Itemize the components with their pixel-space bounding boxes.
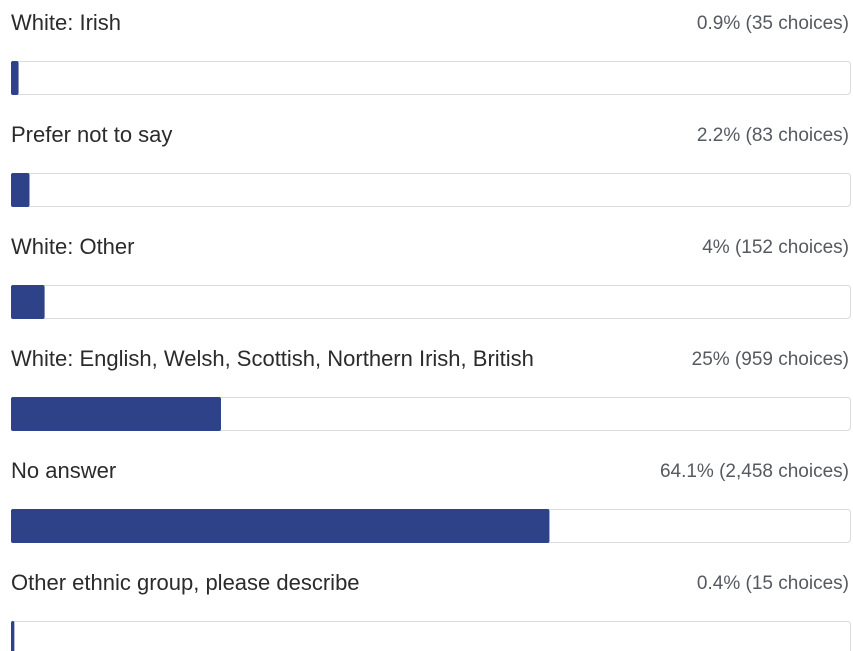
bar bbox=[11, 173, 30, 207]
bar bbox=[11, 621, 15, 651]
option-label: White: English, Welsh, Scottish, Norther… bbox=[11, 346, 534, 371]
bar bbox=[11, 285, 45, 319]
option-label: White: Irish bbox=[11, 10, 121, 35]
option-result: 4% (152 choices) bbox=[702, 237, 849, 258]
option-result: 2.2% (83 choices) bbox=[697, 125, 849, 146]
option-result: 64.1% (2,458 choices) bbox=[660, 461, 849, 482]
bar bbox=[11, 61, 19, 95]
bar-track bbox=[11, 285, 851, 319]
option-label: White: Other bbox=[11, 234, 134, 259]
option-label: No answer bbox=[11, 458, 116, 483]
option-label: Prefer not to say bbox=[11, 122, 172, 147]
bar-track bbox=[11, 61, 851, 95]
bar-track bbox=[11, 173, 851, 207]
bar bbox=[11, 397, 221, 431]
bar bbox=[11, 509, 550, 543]
option-result: 0.9% (35 choices) bbox=[697, 13, 849, 34]
option-result: 0.4% (15 choices) bbox=[697, 573, 849, 594]
option-result: 25% (959 choices) bbox=[692, 349, 849, 370]
option-label: Other ethnic group, please describe bbox=[11, 570, 360, 595]
bar-track bbox=[11, 621, 851, 651]
